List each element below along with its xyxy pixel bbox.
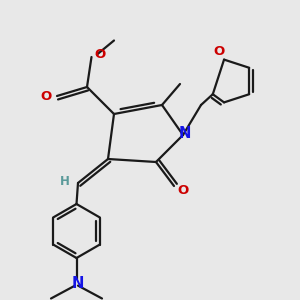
Text: O: O	[213, 45, 224, 58]
Text: O: O	[177, 184, 189, 197]
Text: O: O	[41, 89, 52, 103]
Text: H: H	[60, 175, 69, 188]
Text: O: O	[95, 47, 106, 61]
Text: N: N	[178, 126, 191, 141]
Text: N: N	[72, 276, 84, 291]
